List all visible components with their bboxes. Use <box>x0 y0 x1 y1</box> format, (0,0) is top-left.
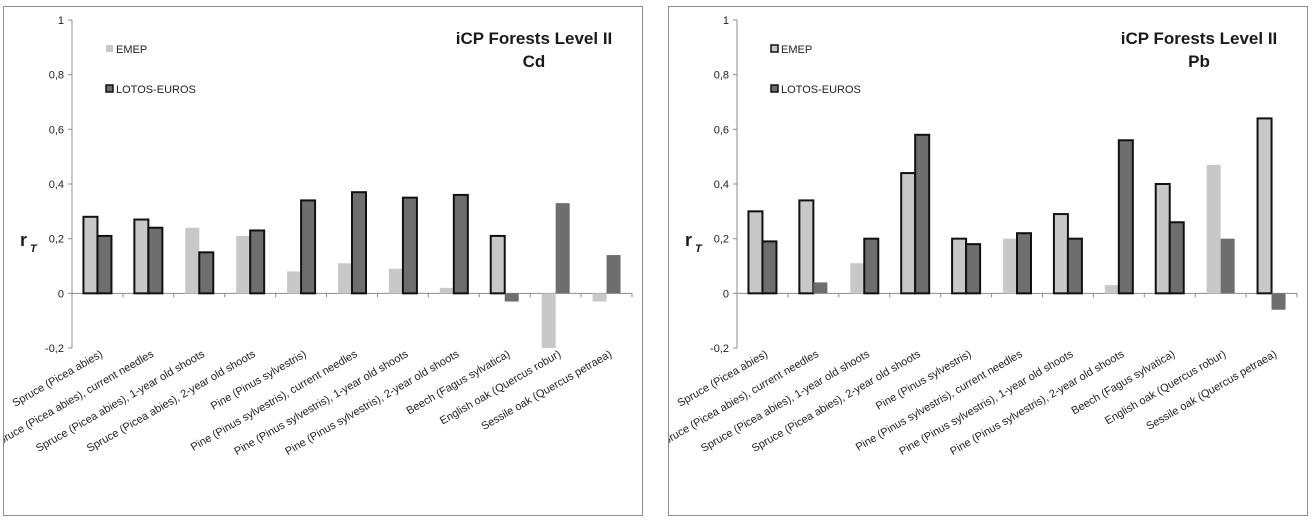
bar-lotos-euros <box>555 203 570 294</box>
chart-title: iCP Forests Level II <box>1121 29 1278 48</box>
y-tick-label: 0,8 <box>714 70 729 82</box>
bar-lotos-euros <box>1016 232 1032 295</box>
bar-emep <box>133 218 150 295</box>
legend-swatch <box>106 45 113 52</box>
legend-label: LOTOS-EUROS <box>781 84 861 96</box>
bar-emep <box>592 293 607 302</box>
y-tick-label: 1 <box>58 15 64 27</box>
y-tick-label: 0,6 <box>714 124 729 136</box>
bar-lotos-euros <box>1066 237 1083 295</box>
chart-title: iCP Forests Level II <box>456 29 613 48</box>
chart-panel-pb: -0,2 0 0,2 0,4 0,6 0,8 1 Spruce (Picea abies) Sp… <box>668 6 1308 516</box>
y-axis-label-subscript: T <box>30 243 38 255</box>
bar-emep <box>951 237 968 295</box>
bar-lotos-euros <box>914 133 931 295</box>
y-tick-label: 0,4 <box>714 179 729 191</box>
bar-emep <box>1052 213 1069 295</box>
bar-emep <box>1003 238 1017 294</box>
y-tick-label: 0,8 <box>49 70 64 82</box>
legend-label: LOTOS-EUROS <box>116 84 196 96</box>
bar-emep <box>287 271 302 294</box>
chart-subtitle: Pb <box>1188 52 1210 71</box>
bar-emep <box>747 210 764 295</box>
legend-label: EMEP <box>116 44 147 56</box>
legend-swatch <box>770 44 779 53</box>
chart-panel-cd: -0,2 0 0,2 0,4 0,6 0,8 1 Spruce (Picea abies) Sp… <box>3 6 643 516</box>
bar-emep <box>798 199 815 295</box>
bar-emep <box>850 263 865 294</box>
y-tick-label: 0,6 <box>49 124 64 136</box>
bar-emep <box>541 293 556 348</box>
bar-lotos-euros <box>401 196 418 295</box>
bar-lotos-euros <box>300 199 317 295</box>
legend-swatch <box>770 84 779 93</box>
bar-emep <box>1104 285 1119 294</box>
bar-emep <box>1206 164 1221 294</box>
bar-emep <box>1256 117 1273 295</box>
legend-swatch <box>105 84 114 93</box>
bar-lotos-euros <box>1117 139 1134 295</box>
chart-subtitle: Cd <box>523 52 546 71</box>
bar-lotos-euros <box>1168 221 1185 295</box>
bar-lotos-euros <box>452 193 469 295</box>
bar-emep <box>82 215 99 295</box>
y-tick-label: 0,4 <box>49 179 64 191</box>
bar-emep <box>388 268 403 294</box>
y-axis-label-subscript: T <box>695 243 703 255</box>
bar-lotos-euros <box>351 191 367 295</box>
y-tick-label: 0 <box>723 288 729 300</box>
y-tick-label: 0 <box>58 288 64 300</box>
y-axis-label: r <box>20 230 27 250</box>
bar-emep <box>439 287 454 294</box>
y-tick-label: 0,2 <box>49 234 64 246</box>
bar-lotos-euros <box>1271 293 1286 310</box>
bar-lotos-euros <box>249 229 266 295</box>
bar-lotos-euros <box>96 234 113 295</box>
bar-lotos-euros <box>863 237 880 295</box>
y-tick-label: -0,2 <box>45 343 64 355</box>
bar-emep <box>489 234 506 295</box>
bar-emep <box>1154 183 1171 295</box>
bar-emep <box>900 172 917 295</box>
bar-lotos-euros <box>606 255 621 294</box>
y-tick-label: 0,2 <box>714 234 729 246</box>
y-tick-label: 1 <box>723 15 729 27</box>
y-axis-label: r <box>685 230 692 250</box>
bar-lotos-euros <box>504 293 519 302</box>
y-tick-label: -0,2 <box>710 343 729 355</box>
bar-lotos-euros <box>147 226 164 295</box>
bar-lotos-euros <box>965 243 982 295</box>
bar-emep <box>338 263 352 294</box>
bar-emep <box>236 235 251 294</box>
bar-lotos-euros <box>761 240 778 295</box>
bar-lotos-euros <box>198 251 215 295</box>
bar-emep <box>185 227 200 294</box>
bar-lotos-euros <box>813 282 828 294</box>
legend-label: EMEP <box>781 44 812 56</box>
bar-lotos-euros <box>1220 238 1235 294</box>
